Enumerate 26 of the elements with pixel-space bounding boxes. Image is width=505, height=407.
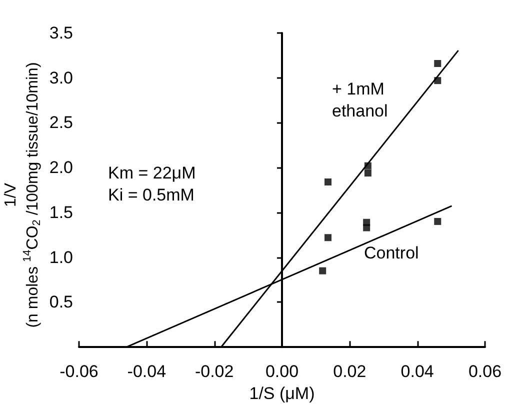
point bbox=[324, 178, 332, 186]
y-tick-label: 1.5 bbox=[49, 202, 73, 222]
point bbox=[363, 224, 370, 232]
y-tick-label: 2.0 bbox=[49, 158, 73, 178]
x-tick-label: -0.04 bbox=[127, 362, 166, 382]
point bbox=[434, 218, 442, 225]
x-tick-label: 0.06 bbox=[468, 362, 502, 382]
point bbox=[364, 170, 372, 176]
y-tick-label: 3.0 bbox=[49, 68, 73, 88]
point bbox=[324, 234, 332, 242]
x-tick-label: 0.04 bbox=[400, 362, 434, 382]
y-tick-label: 1.0 bbox=[49, 248, 73, 267]
y-tick-label: 2.5 bbox=[49, 113, 73, 132]
x-tick-label: 0.00 bbox=[265, 362, 299, 382]
x-tick-label: 0.02 bbox=[333, 362, 366, 382]
annotation: Km = 22μM Ki = 0.5mM bbox=[108, 164, 196, 204]
x-axis-title: 1/S (μM) bbox=[249, 384, 315, 403]
point bbox=[434, 60, 442, 68]
y-tick-label: 3.5 bbox=[49, 24, 73, 42]
x-tick-label: -0.02 bbox=[194, 362, 234, 382]
x-tick-label: -0.06 bbox=[60, 362, 98, 382]
text: 1/V (n moles 14CO2 /100mg tissue/10min) bbox=[2, 62, 43, 328]
annotation: + 1mM ethanol bbox=[332, 80, 388, 120]
y-tick-label: 0.5 bbox=[49, 292, 73, 312]
point bbox=[319, 267, 326, 274]
annotation: Control bbox=[364, 244, 419, 262]
